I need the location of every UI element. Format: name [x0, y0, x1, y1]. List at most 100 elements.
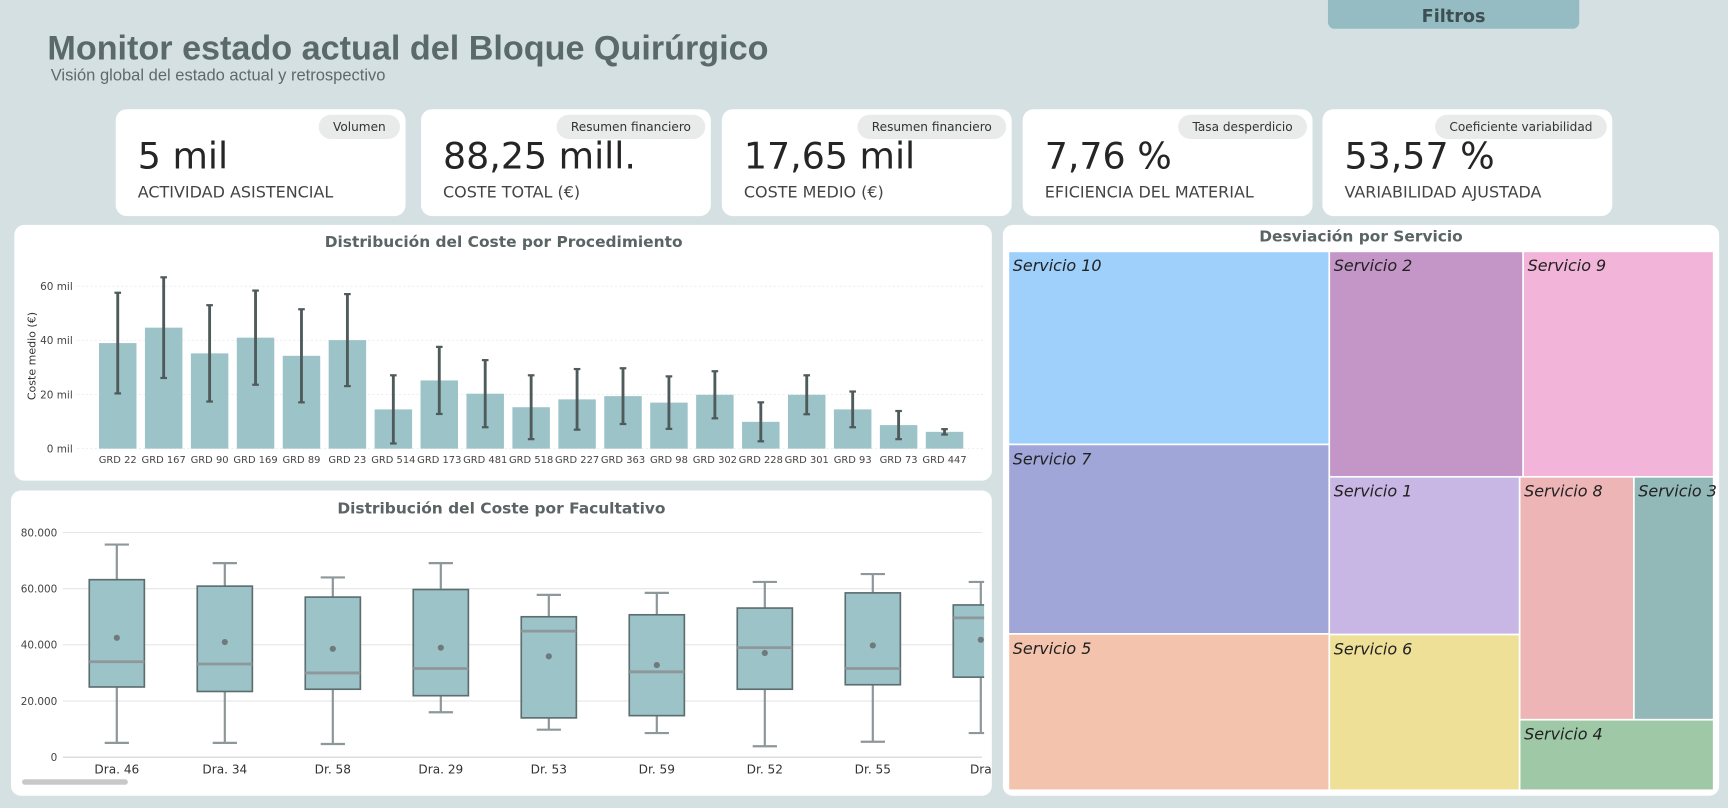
treemap-label: Servicio 1	[1334, 482, 1413, 501]
treemap-tile	[1518, 718, 1715, 792]
kpi-tag: Coeficiente variabilidad	[1449, 120, 1592, 134]
treemap-label: Servicio 9	[1528, 256, 1607, 275]
treemap-tile	[1633, 475, 1715, 721]
mean-marker	[329, 645, 336, 652]
x-tick-label: GRD 301	[785, 455, 829, 466]
x-tick-label: GRD 22	[99, 455, 137, 466]
box	[88, 578, 146, 688]
kpi-tag-bg	[857, 114, 1007, 139]
kpi-tag: Volumen	[333, 120, 386, 134]
chart-title: Distribución del Coste por Procedimiento	[325, 233, 683, 251]
mean-marker	[869, 642, 876, 649]
x-tick-label: GRD 481	[463, 455, 507, 466]
x-tick-label: GRD 89	[282, 455, 320, 466]
kpi-tag-bg	[1435, 114, 1607, 139]
mean-marker	[653, 661, 660, 669]
x-tick-label: Dra	[970, 763, 992, 777]
box	[412, 588, 470, 697]
kpi-label: ACTIVIDAD ASISTENCIAL	[138, 182, 334, 201]
box-plot-area	[88, 543, 985, 748]
box	[304, 596, 362, 691]
x-tick-label: Dr. 53	[531, 763, 567, 777]
x-tick-label: Dr. 52	[747, 763, 783, 777]
kpi-label: COSTE MEDIO (€)	[744, 182, 884, 201]
kpi-tag-bg	[1178, 114, 1308, 139]
x-tick-label: GRD 302	[693, 455, 737, 466]
treemap-tile	[1007, 633, 1331, 792]
treemap-tile	[1007, 443, 1331, 635]
kpi-tag: Resumen financiero	[872, 120, 992, 134]
x-tick-label: GRD 93	[834, 455, 872, 466]
kpi-tag: Tasa desperdicio	[1191, 120, 1292, 134]
filters-button-label[interactable]: Filtros	[1422, 7, 1486, 27]
kpi-value: 88,25 mill.	[443, 135, 636, 178]
treemap-tile	[1328, 475, 1521, 636]
bar	[925, 431, 964, 449]
chart-title: Distribución del Coste por Facultativo	[337, 500, 665, 518]
y-tick-label: 20 mil	[40, 389, 73, 401]
treemap-tile	[1328, 250, 1524, 478]
treemap-tile	[1522, 250, 1715, 478]
treemap-label: Servicio 8	[1524, 482, 1603, 501]
y-tick-label: 40 mil	[40, 335, 73, 347]
x-tick-label: Dr. 59	[639, 763, 675, 777]
kpi-tag: Resumen financiero	[571, 120, 691, 134]
treemap-tile	[1007, 250, 1331, 446]
mean-marker	[437, 644, 444, 651]
filters-button-bg[interactable]	[1327, 0, 1580, 29]
treemap-label: Servicio 10	[1013, 256, 1102, 275]
mean-marker	[221, 638, 228, 646]
panel	[11, 490, 992, 796]
box	[196, 585, 254, 693]
page-title: Monitor estado actual del Bloque Quirúrg…	[47, 30, 768, 68]
box	[520, 615, 578, 719]
x-tick-label: Dra. 46	[94, 763, 139, 777]
x-tick-label: GRD 227	[555, 455, 599, 466]
kpi-label: VARIABILIDAD AJUSTADA	[1344, 182, 1541, 201]
x-tick-label: Dra. 34	[202, 763, 247, 777]
x-tick-label: GRD 90	[191, 455, 229, 466]
x-tick-label: Dr. 55	[855, 763, 891, 777]
x-tick-label: GRD 73	[880, 455, 918, 466]
mean-marker	[977, 636, 984, 643]
mean-marker	[113, 634, 120, 641]
kpi-value: 53,57 %	[1344, 135, 1494, 178]
filters-button[interactable]: Filtros	[1327, 0, 1580, 29]
treemap-label: Servicio 3	[1638, 482, 1717, 501]
kpi-tag-bg	[318, 114, 401, 139]
y-tick-label: 0 mil	[47, 443, 73, 455]
x-tick-label: Dra. 29	[418, 763, 463, 777]
x-tick-label: GRD 169	[233, 455, 277, 466]
kpi-label: EFICIENCIA DEL MATERIAL	[1045, 182, 1254, 201]
x-tick-label: GRD 518	[509, 455, 553, 466]
x-tick-label: GRD 98	[650, 455, 688, 466]
x-tick-label: GRD 167	[142, 455, 186, 466]
treemap-tile	[1518, 475, 1635, 721]
treemap-label: Servicio 6	[1334, 639, 1413, 658]
x-tick-label: GRD 23	[328, 455, 366, 466]
mean-marker	[545, 653, 552, 660]
kpi-label: COSTE TOTAL (€)	[443, 182, 580, 201]
treemap-label: Servicio 5	[1013, 639, 1092, 658]
chart-title: Desviación por Servicio	[1259, 227, 1463, 245]
y-tick-label: 60 mil	[40, 281, 73, 293]
y-tick-label: 60.000	[21, 584, 58, 596]
kpi-value: 17,65 mil	[744, 135, 915, 178]
x-tick-label: Dr. 58	[315, 763, 351, 777]
x-tick-label: GRD 173	[417, 455, 461, 466]
y-tick-label: 40.000	[21, 640, 58, 652]
box	[844, 592, 902, 686]
x-tick-label: GRD 514	[371, 455, 415, 466]
y-axis-title: Coste medio (€)	[25, 312, 38, 400]
page-subtitle: Visión global del estado actual y retros…	[51, 66, 386, 85]
kpi-value: 5 mil	[138, 135, 228, 178]
x-tick-label: GRD 447	[922, 455, 966, 466]
treemap-label: Servicio 7	[1013, 449, 1092, 468]
y-tick-label: 0	[51, 752, 58, 764]
scrollbar[interactable]	[22, 779, 128, 785]
y-tick-label: 20.000	[21, 696, 58, 708]
treemap-label: Servicio 4	[1524, 725, 1603, 744]
x-tick-label: GRD 363	[601, 455, 645, 466]
